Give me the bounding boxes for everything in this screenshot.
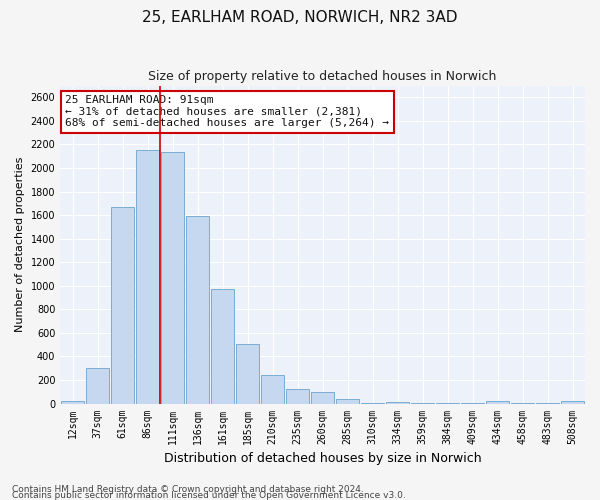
X-axis label: Distribution of detached houses by size in Norwich: Distribution of detached houses by size … [164,452,481,465]
Bar [361,403,384,404]
Bar [187,216,209,404]
Bar [311,392,334,404]
Text: Contains public sector information licensed under the Open Government Licence v3: Contains public sector information licen… [12,490,406,500]
Bar [412,403,434,404]
Bar [286,390,309,404]
Bar [61,401,84,404]
Title: Size of property relative to detached houses in Norwich: Size of property relative to detached ho… [148,70,497,83]
Text: 25 EARLHAM ROAD: 91sqm
← 31% of detached houses are smaller (2,381)
68% of semi-: 25 EARLHAM ROAD: 91sqm ← 31% of detached… [65,95,389,128]
Bar [112,207,134,404]
Bar [486,401,509,404]
Bar [386,402,409,404]
Bar [436,403,459,404]
Bar [136,150,159,404]
Bar [86,368,109,404]
Text: Contains HM Land Registry data © Crown copyright and database right 2024.: Contains HM Land Registry data © Crown c… [12,484,364,494]
Bar [511,403,534,404]
Bar [337,399,359,404]
Y-axis label: Number of detached properties: Number of detached properties [15,157,25,332]
Bar [161,152,184,404]
Bar [461,403,484,404]
Bar [536,403,559,404]
Bar [262,374,284,404]
Bar [211,290,234,404]
Bar [561,401,584,404]
Text: 25, EARLHAM ROAD, NORWICH, NR2 3AD: 25, EARLHAM ROAD, NORWICH, NR2 3AD [142,10,458,25]
Bar [236,344,259,404]
